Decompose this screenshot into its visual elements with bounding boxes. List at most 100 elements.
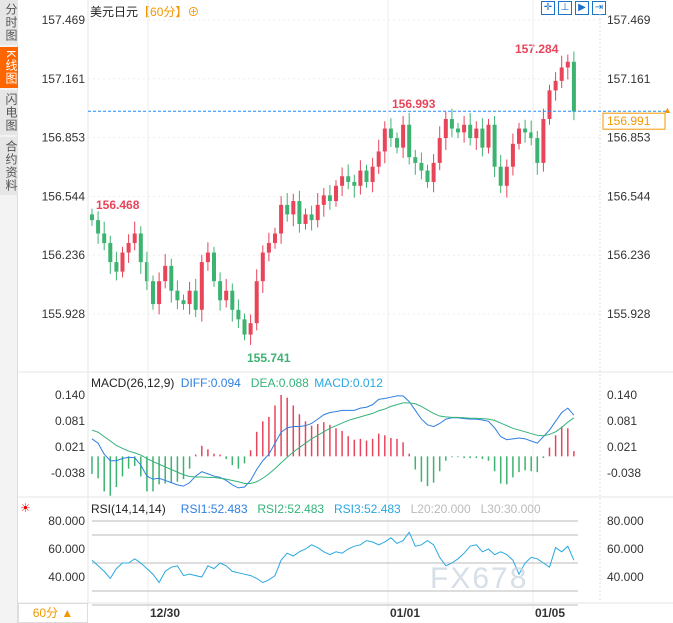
jump-end-icon[interactable]: ⇥ [592,1,606,15]
macd-y-tick-left: 0.021 [55,440,85,454]
candle-body [535,138,540,163]
candle-body [273,233,277,244]
candle-body [517,128,521,144]
candle-body [340,176,345,186]
y-tick-left: 157.469 [42,13,86,27]
candle-body [407,124,412,158]
y-tick-left: 156.236 [42,248,86,262]
tab-contract-info[interactable]: 合约资料 [0,137,18,196]
candle-body [321,195,326,205]
candle-body [504,166,509,186]
candle-body [120,252,125,272]
macd-y-tick-left: 0.140 [55,388,85,402]
candle-body [297,201,302,224]
candle-body [364,170,369,182]
candle-body [388,128,393,139]
y-tick-right: 156.853 [607,131,651,145]
macd-y-tick-right: 0.081 [607,414,637,428]
candle-body [132,233,137,244]
tab-timeshare[interactable]: 分时图 [0,0,18,45]
rsi-legend: L30:30.000 [481,502,541,516]
crosshair-icon[interactable]: ✛ [541,1,555,15]
candle-body [425,170,430,182]
y-tick-left: 157.161 [42,72,86,86]
watermark: FX678 [430,562,529,595]
candle-body [437,138,442,163]
y-tick-right: 157.469 [607,13,651,27]
rsi-line [91,531,575,584]
y-tick-left: 156.853 [42,131,86,145]
y-tick-right: 155.928 [607,307,651,321]
symbol-name: 美元日元 [90,5,139,19]
candle-body [260,252,265,282]
candle-body [230,290,235,310]
rsi-legend: L20:20.000 [411,502,471,516]
candle-body [559,67,564,81]
candle-body [90,214,94,221]
candle-body [376,151,381,167]
macd-y-tick-right: 0.021 [607,440,637,454]
y-tick-right: 157.161 [607,72,651,86]
candle-body [108,243,113,263]
candle-body [248,323,253,335]
rsi-y-tick-left: 80.000 [48,514,85,528]
play-icon[interactable]: ▶ [575,1,589,15]
candle-body [212,252,216,282]
macd-y-tick-left: -0.038 [51,466,85,480]
candle-body [523,128,528,133]
candle-body [547,90,552,120]
candle-body [443,119,448,139]
candle-body [138,233,143,263]
candle-body [266,243,271,253]
candle-body [370,166,375,182]
candle-body [571,61,576,112]
candle-body [358,170,363,186]
scroll-up-icon: ▲ [663,105,672,115]
y-tick-left: 155.928 [42,307,86,321]
sidebar: 分时图 K线图 闪电图 合约资料 [0,0,18,623]
candle-body [334,185,338,202]
measure-icon[interactable]: ⊥ [558,1,572,15]
candle-body [327,195,332,202]
candle-body [181,300,186,305]
open-label: 156.468 [96,198,140,212]
tab-flash[interactable]: 闪电图 [0,90,18,136]
candle-body [303,214,308,224]
add-icon[interactable]: ⊕ [187,5,200,19]
candle-body [346,176,351,182]
candle-body [199,262,204,310]
candle-body [498,166,503,186]
candle-body [413,157,418,163]
low-label: 155.741 [247,351,291,365]
macd-y-tick-left: 0.081 [55,414,85,428]
candle-body [169,265,174,291]
chart-title: 美元日元【60分】⊕ [90,3,199,20]
candle-body [163,265,168,282]
macd-legend: MACD:0.012 [314,376,383,390]
period-selector[interactable]: 【60分】 [138,5,188,19]
candle-body [462,124,467,133]
candle-body [126,243,131,253]
period-toggle-button[interactable]: 60分 ▲ [18,603,88,623]
toolbar: ✛ ⊥ ▶ ⇥ [541,1,606,15]
y-tick-left: 156.544 [42,189,86,203]
candle-body [382,128,387,152]
candle-body [565,61,570,68]
tab-kline[interactable]: K线图 [0,47,18,89]
candle-body [157,281,162,305]
candle-body [224,290,229,301]
candle-body [449,119,454,129]
candle-body [254,281,259,324]
macd-y-tick-right: -0.038 [607,466,641,480]
last-price-label: 156.991 [607,114,651,128]
candle-body [102,233,107,244]
candle-body [279,204,284,234]
candle-body [144,262,149,282]
candle-body [480,128,485,148]
settings-icon: ☀ [20,501,31,515]
candle-body [175,290,180,301]
candle-body [291,201,296,215]
candle-body [309,214,314,221]
candle-body [242,319,247,335]
